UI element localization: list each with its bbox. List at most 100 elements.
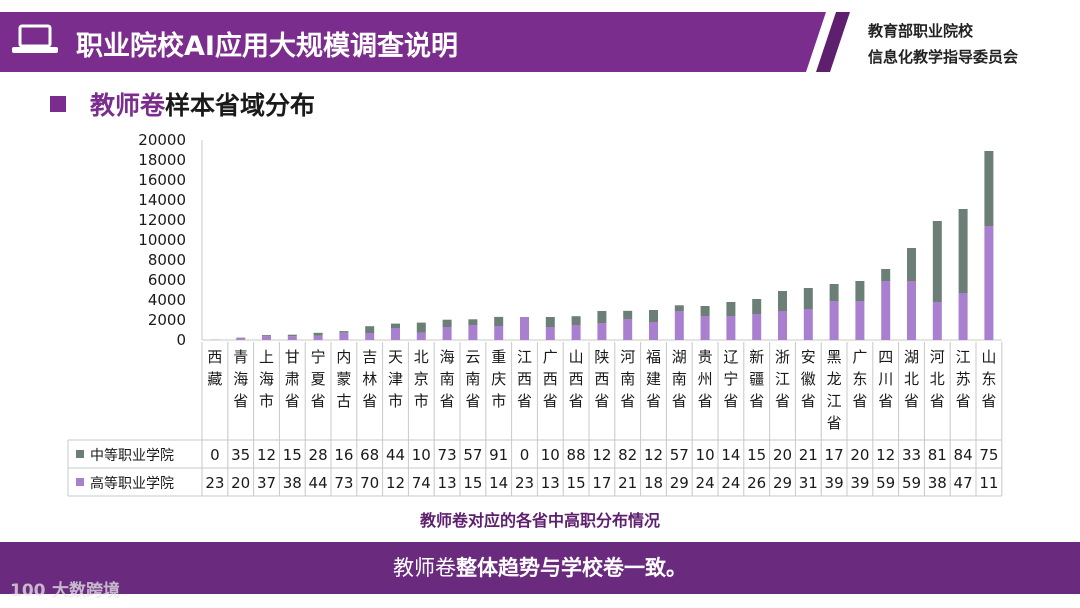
x-category-label: 江西省 [517, 348, 532, 410]
x-category-label: 河北省 [930, 348, 945, 410]
data-label: 68 [360, 446, 379, 464]
x-category-label: 河南省 [620, 348, 635, 410]
bar-segment-higher-vocational [623, 319, 633, 340]
bar-segment-secondary-vocational [262, 335, 271, 337]
x-category-label: 辽宁省 [723, 348, 738, 410]
x-category-label: 安徽省 [801, 348, 816, 410]
bar-segment-secondary-vocational [700, 306, 710, 316]
stacked-bar-chart: 0200040006000800010000120001400016000180… [67, 131, 1003, 497]
data-label: 20 [850, 446, 869, 464]
bar-segment-secondary-vocational [468, 319, 478, 325]
bar-segment-higher-vocational [984, 226, 994, 340]
x-category-label: 陕西省 [594, 348, 609, 410]
data-label: 44 [309, 474, 328, 492]
bar-segment-higher-vocational [365, 333, 375, 340]
data-label: 21 [618, 474, 637, 492]
data-label: 10 [696, 446, 715, 464]
bar-segment-higher-vocational [855, 301, 865, 340]
data-label: 57 [670, 446, 689, 464]
data-label: 74 [412, 474, 431, 492]
bar-segment-secondary-vocational [313, 332, 323, 336]
x-category-label: 广西省 [543, 348, 558, 410]
footer-summary-prefix: 教师卷 [393, 556, 456, 580]
x-category-label: 四川省 [878, 348, 893, 410]
bar-segment-higher-vocational [287, 336, 297, 340]
data-label: 15 [747, 446, 766, 464]
data-label: 37 [257, 474, 276, 492]
data-label: 84 [954, 446, 973, 464]
bar-segment-secondary-vocational [494, 316, 504, 326]
bar-segment-secondary-vocational [623, 310, 633, 319]
header-title: 职业院校AI应用大规模调查说明 [76, 30, 458, 62]
data-label: 31 [799, 474, 818, 492]
x-category-label: 浙江省 [775, 348, 790, 410]
data-label: 10 [412, 446, 431, 464]
data-label: 18 [644, 474, 663, 492]
data-label: 15 [283, 446, 302, 464]
org-name-line2: 信息化教学指导委员会 [868, 48, 1018, 66]
data-label: 0 [520, 446, 530, 464]
x-category-label: 福建省 [646, 348, 661, 410]
bar-segment-secondary-vocational [339, 331, 349, 333]
bar-segment-higher-vocational [236, 338, 246, 340]
bar-segment-higher-vocational [571, 325, 581, 340]
bar-segment-higher-vocational [313, 335, 323, 340]
bar-segment-secondary-vocational [726, 302, 736, 316]
data-label: 14 [489, 474, 508, 492]
x-category-label: 贵州省 [698, 348, 713, 410]
legend-swatch [76, 478, 84, 486]
bar-segment-secondary-vocational [571, 316, 581, 325]
bar-segment-higher-vocational [674, 311, 684, 340]
x-category-label: 吉林省 [362, 348, 377, 410]
y-tick-label: 4000 [148, 291, 186, 309]
header-stripe [816, 12, 850, 72]
laptop-icon [12, 24, 58, 53]
bar-segment-secondary-vocational [391, 323, 400, 328]
bar-segment-secondary-vocational [958, 209, 968, 293]
data-label: 59 [902, 474, 921, 492]
bar-segment-secondary-vocational [442, 319, 452, 327]
bar-segment-secondary-vocational [649, 310, 658, 322]
data-label: 12 [592, 446, 611, 464]
bar-segment-higher-vocational [700, 316, 710, 340]
legend-label: 高等职业学院 [90, 475, 174, 492]
bar-segment-secondary-vocational [545, 317, 555, 327]
data-label: 82 [618, 446, 637, 464]
bar-segment-secondary-vocational [803, 288, 813, 309]
data-label: 38 [928, 474, 947, 492]
y-tick-label: 16000 [138, 171, 186, 189]
bar-segment-higher-vocational [545, 327, 555, 340]
bar-segment-secondary-vocational [752, 299, 762, 314]
data-label: 33 [902, 446, 921, 464]
bar-segment-higher-vocational [391, 328, 400, 340]
bar-segment-higher-vocational [416, 332, 426, 340]
data-label: 20 [231, 474, 250, 492]
chart-caption: 教师卷对应的各省中高职分布情况 [420, 511, 660, 530]
data-label: 12 [644, 446, 663, 464]
y-tick-label: 6000 [148, 271, 186, 289]
y-tick-label: 14000 [138, 191, 186, 209]
data-label: 35 [231, 446, 250, 464]
bar-segment-higher-vocational [907, 281, 916, 340]
x-category-label: 天津市 [388, 348, 403, 410]
bar-segment-secondary-vocational [855, 281, 865, 301]
bar-segment-secondary-vocational [287, 334, 297, 337]
x-category-label: 湖北省 [904, 348, 919, 410]
x-category-label: 新疆省 [749, 348, 764, 410]
legend-swatch [76, 450, 84, 458]
x-category-label: 上海市 [259, 348, 274, 410]
x-category-label: 西藏 [207, 348, 222, 388]
bar-segment-higher-vocational [494, 326, 504, 340]
bar-segment-higher-vocational [778, 311, 787, 340]
data-label: 70 [360, 474, 379, 492]
data-label: 16 [334, 446, 353, 464]
bar-segment-secondary-vocational [365, 326, 375, 333]
bar-segment-higher-vocational [597, 323, 607, 340]
bar-segment-higher-vocational [829, 301, 839, 340]
data-label: 23 [515, 474, 534, 492]
footer-band [0, 542, 1080, 594]
y-tick-label: 8000 [148, 251, 186, 269]
bar-segment-higher-vocational [726, 316, 736, 340]
bar-segment-secondary-vocational [778, 291, 787, 311]
data-label: 91 [489, 446, 508, 464]
